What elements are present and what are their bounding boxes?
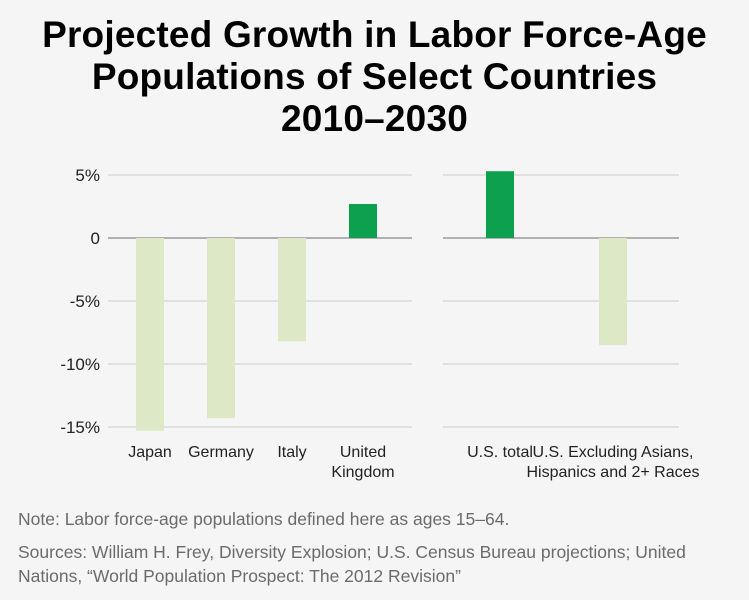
category-label: Germany: [188, 444, 254, 461]
category-label: United Kingdom: [331, 444, 394, 481]
y-tick-label: 5%: [75, 166, 100, 185]
category-label-line: Japan: [128, 444, 172, 461]
category-label-line: Germany: [188, 444, 254, 461]
title-line-2: Populations of Select Countries: [91, 56, 658, 97]
chart-panel-2: U.S. total U.S. Excluding Asians, Hispanic…: [443, 171, 699, 481]
sources-text: Sources: William H. Frey, Diversity Expl…: [18, 542, 686, 586]
category-label: Italy: [277, 444, 306, 461]
category-label-line: United: [340, 444, 386, 461]
category-label-line: Hispanics and 2+ Races: [527, 464, 700, 481]
category-label-line: Kingdom: [331, 464, 394, 481]
category-label: U.S. Excluding Asians, Hispanics and 2+ R…: [527, 444, 700, 481]
title-line-1: Projected Growth in Labor Force-Age: [42, 14, 707, 55]
y-tick-label: -15%: [60, 418, 100, 437]
bar-germany: [207, 238, 235, 419]
chart-title: Projected Growth in Labor Force-Age Popu…: [0, 14, 749, 140]
y-tick-label: 0: [91, 229, 100, 248]
category-label: Japan: [128, 444, 172, 461]
chart-notes: Note: Labor force-age populations define…: [18, 507, 743, 588]
category-label-line: Italy: [277, 444, 306, 461]
category-label-line: U.S. total: [467, 444, 533, 461]
bar-italy: [278, 238, 306, 342]
bar-united-kingdom: [349, 203, 377, 238]
category-label-line: U.S. Excluding Asians,: [533, 444, 694, 461]
bar-japan: [136, 238, 164, 431]
bar-u-s-excluding-asians-hispanics-and-2-races: [599, 238, 627, 346]
y-tick-label: -10%: [60, 355, 100, 374]
chart-panel-1: 5% 0 -5% -10% -15% Japan Germany Italy United Kin…: [60, 166, 412, 481]
bar-u-s-total: [486, 171, 514, 238]
category-label: U.S. total: [467, 444, 533, 461]
y-tick-label: -5%: [70, 292, 100, 311]
title-line-3: 2010–2030: [281, 98, 468, 139]
note-text: Note: Labor force-age populations define…: [18, 509, 510, 529]
bar-chart: 5% 0 -5% -10% -15% Japan Germany Italy United Kin…: [60, 166, 699, 481]
